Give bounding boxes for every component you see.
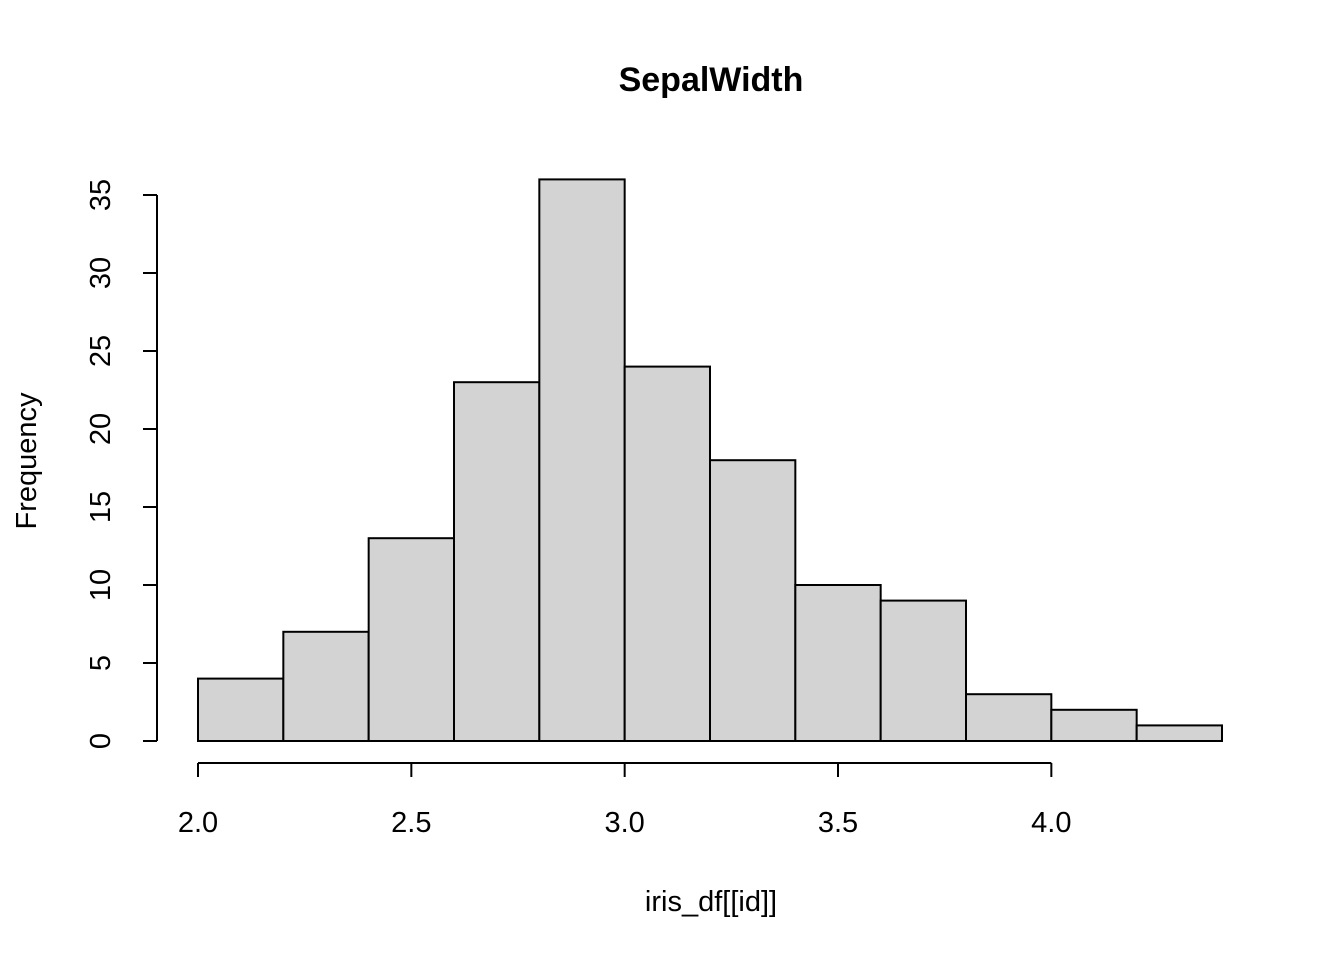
histogram-bar [794,584,882,742]
y-axis-title: Frequency [11,392,43,530]
histogram-bar [367,537,455,743]
y-tick-label: 25 [85,335,117,367]
histogram-bar [282,630,370,742]
histogram-bar [623,365,712,742]
histogram-bar [709,459,797,742]
y-axis: 0 5 10 15 20 25 30 35 [85,179,158,749]
histogram-bar [197,677,285,742]
histogram-bar [1135,724,1223,743]
x-tick-label: 4.0 [1031,807,1071,839]
y-tick-label: 15 [85,491,117,523]
x-tick-label: 3.0 [605,807,645,839]
x-axis-title: iris_df[[id]] [645,886,777,918]
y-tick-label: 0 [85,733,117,749]
x-axis: 2.0 2.5 3.0 3.5 4.0 [178,762,1071,839]
y-tick-label: 20 [85,413,117,445]
histogram-bar [1050,708,1138,742]
bars-group [197,178,1223,743]
y-tick-label: 35 [85,179,117,211]
histogram-bar [453,381,541,742]
x-tick-label: 2.5 [391,807,431,839]
chart-title: SepalWidth [619,61,804,99]
y-tick-label: 10 [85,569,117,601]
histogram-bar [538,178,626,742]
y-tick-label: 30 [85,257,117,289]
x-tick-label: 2.0 [178,807,218,839]
x-tick-label: 3.5 [818,807,858,839]
y-tick-label: 5 [85,655,117,671]
histogram-bar [879,599,968,742]
histogram-bar [965,693,1053,743]
